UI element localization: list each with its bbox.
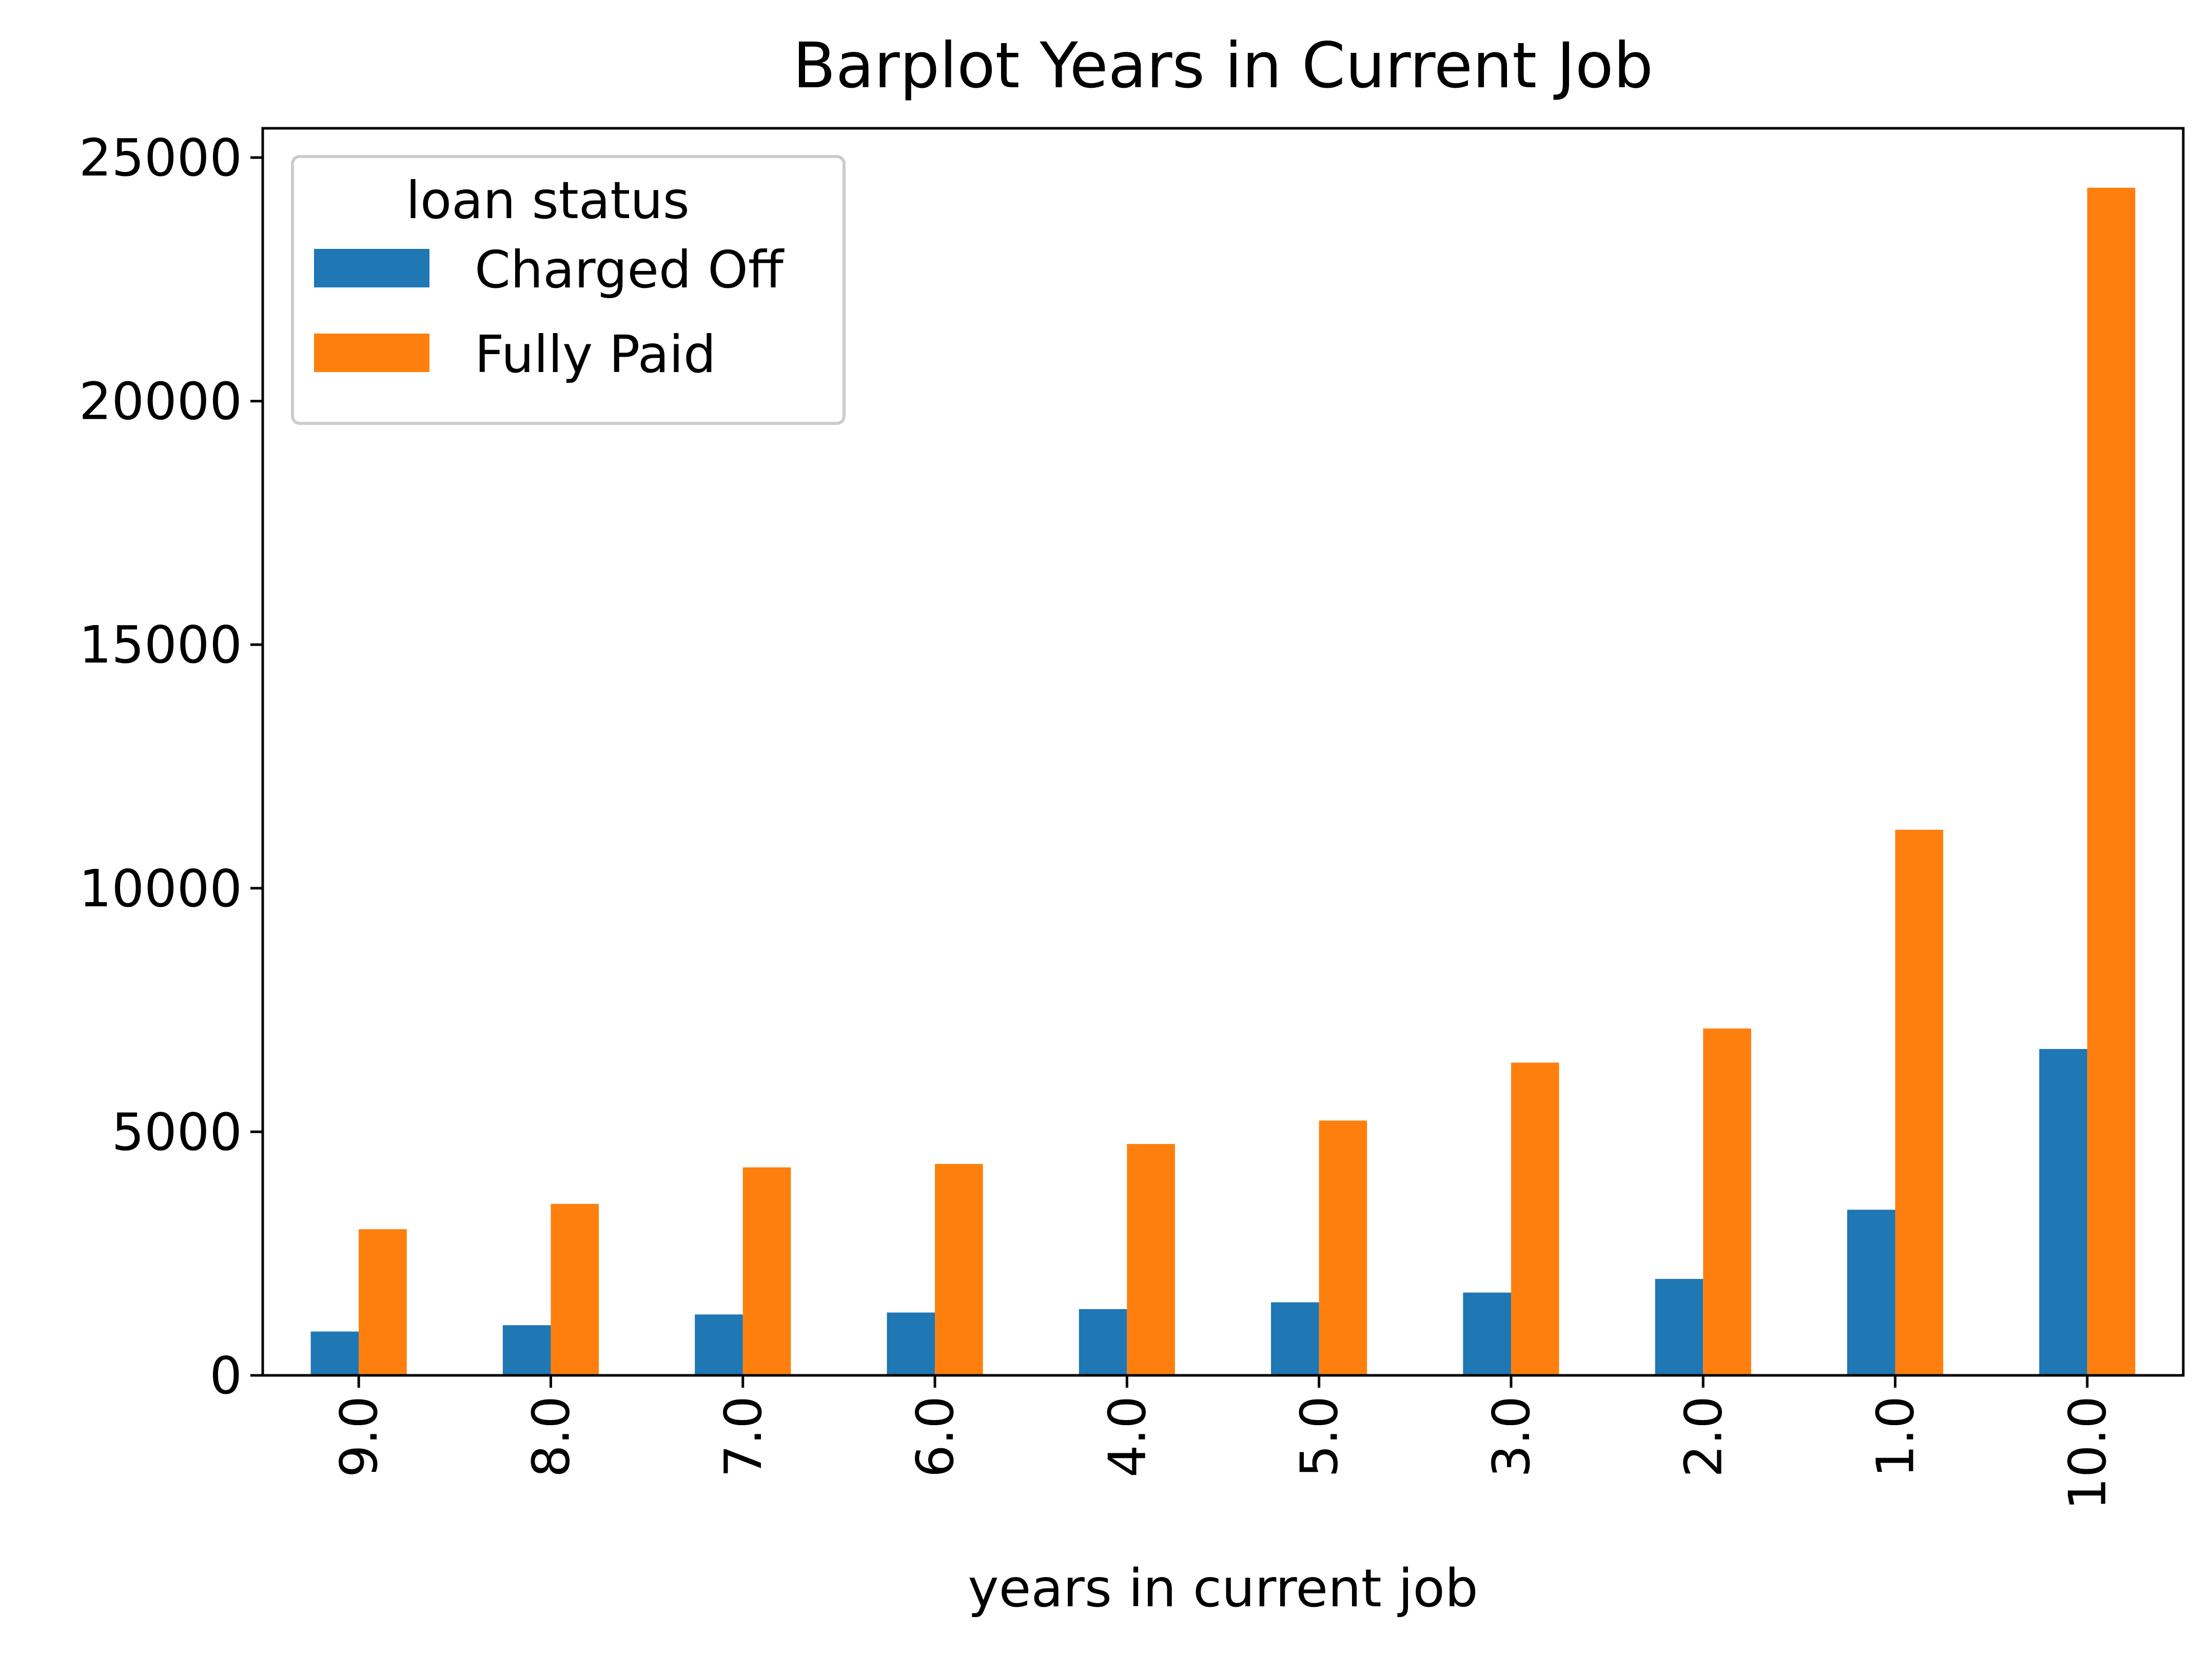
y-tick-label-20000: 20000: [79, 372, 242, 432]
x-tick-label-3-0: 3.0: [1481, 1396, 1541, 1477]
bar-charged-off-3-0: [1463, 1292, 1511, 1375]
y-tick-label-10000: 10000: [79, 859, 242, 919]
bar-charged-off-10-0: [2039, 1049, 2087, 1375]
bar-fully-paid-9-0: [359, 1229, 407, 1375]
bar-fully-paid-1-0: [1895, 829, 1944, 1375]
legend-swatch-fully-paid: [314, 334, 429, 372]
bar-charged-off-1-0: [1847, 1210, 1895, 1375]
bar-fully-paid-8-0: [551, 1203, 599, 1375]
bar-fully-paid-7-0: [742, 1167, 791, 1375]
x-axis-label: years in current job: [968, 1558, 1478, 1619]
y-tick-label-5000: 5000: [112, 1102, 243, 1162]
legend-label-fully-paid: Fully Paid: [475, 324, 716, 384]
bar-charged-off-9-0: [310, 1331, 359, 1375]
legend-title: loan status: [406, 170, 690, 230]
x-tick-label-4-0: 4.0: [1097, 1396, 1157, 1477]
x-tick-label-8-0: 8.0: [521, 1396, 581, 1477]
y-tick-label-25000: 25000: [79, 128, 242, 188]
bar-charged-off-5-0: [1271, 1302, 1319, 1375]
x-tick-label-7-0: 7.0: [713, 1396, 773, 1477]
bar-fully-paid-6-0: [935, 1164, 983, 1375]
legend-box: [291, 155, 846, 425]
bars-group: [310, 187, 2136, 1375]
x-tick-label-2-0: 2.0: [1673, 1396, 1733, 1477]
x-tick-label-10-0: 10.0: [2058, 1396, 2118, 1510]
y-tick-label-0: 0: [209, 1346, 242, 1406]
bar-fully-paid-10-0: [2087, 187, 2136, 1375]
x-tick-label-5-0: 5.0: [1289, 1396, 1349, 1477]
x-tick-label-1-0: 1.0: [1866, 1396, 1926, 1477]
bar-fully-paid-5-0: [1319, 1120, 1367, 1375]
plot-frame: [261, 127, 2185, 1377]
y-axis: 0 5000 10000 15000 20000 25000: [79, 128, 263, 1406]
legend-swatch-charged-off: [314, 249, 429, 287]
x-tick-label-9-0: 9.0: [329, 1396, 389, 1477]
legend: loan status Charged Off Fully Paid: [291, 155, 846, 425]
bar-charged-off-6-0: [887, 1312, 935, 1375]
x-tick-label-6-0: 6.0: [905, 1396, 965, 1477]
bar-fully-paid-2-0: [1703, 1028, 1751, 1375]
bar-charged-off-7-0: [695, 1314, 743, 1375]
y-tick-label-15000: 15000: [79, 615, 242, 675]
bar-charged-off-2-0: [1655, 1279, 1704, 1375]
bar-charged-off-4-0: [1079, 1309, 1127, 1375]
bar-fully-paid-3-0: [1511, 1062, 1559, 1375]
bar-fully-paid-4-0: [1127, 1144, 1175, 1375]
legend-label-charged-off: Charged Off: [475, 240, 785, 300]
bar-charged-off-8-0: [502, 1325, 551, 1375]
x-axis: 9.0 8.0 7.0 6.0 4.0 5.0 3.0 2.0 1.0 10.0: [329, 1375, 2118, 1510]
chart-title: Barplot Years in Current Job: [793, 29, 1653, 102]
